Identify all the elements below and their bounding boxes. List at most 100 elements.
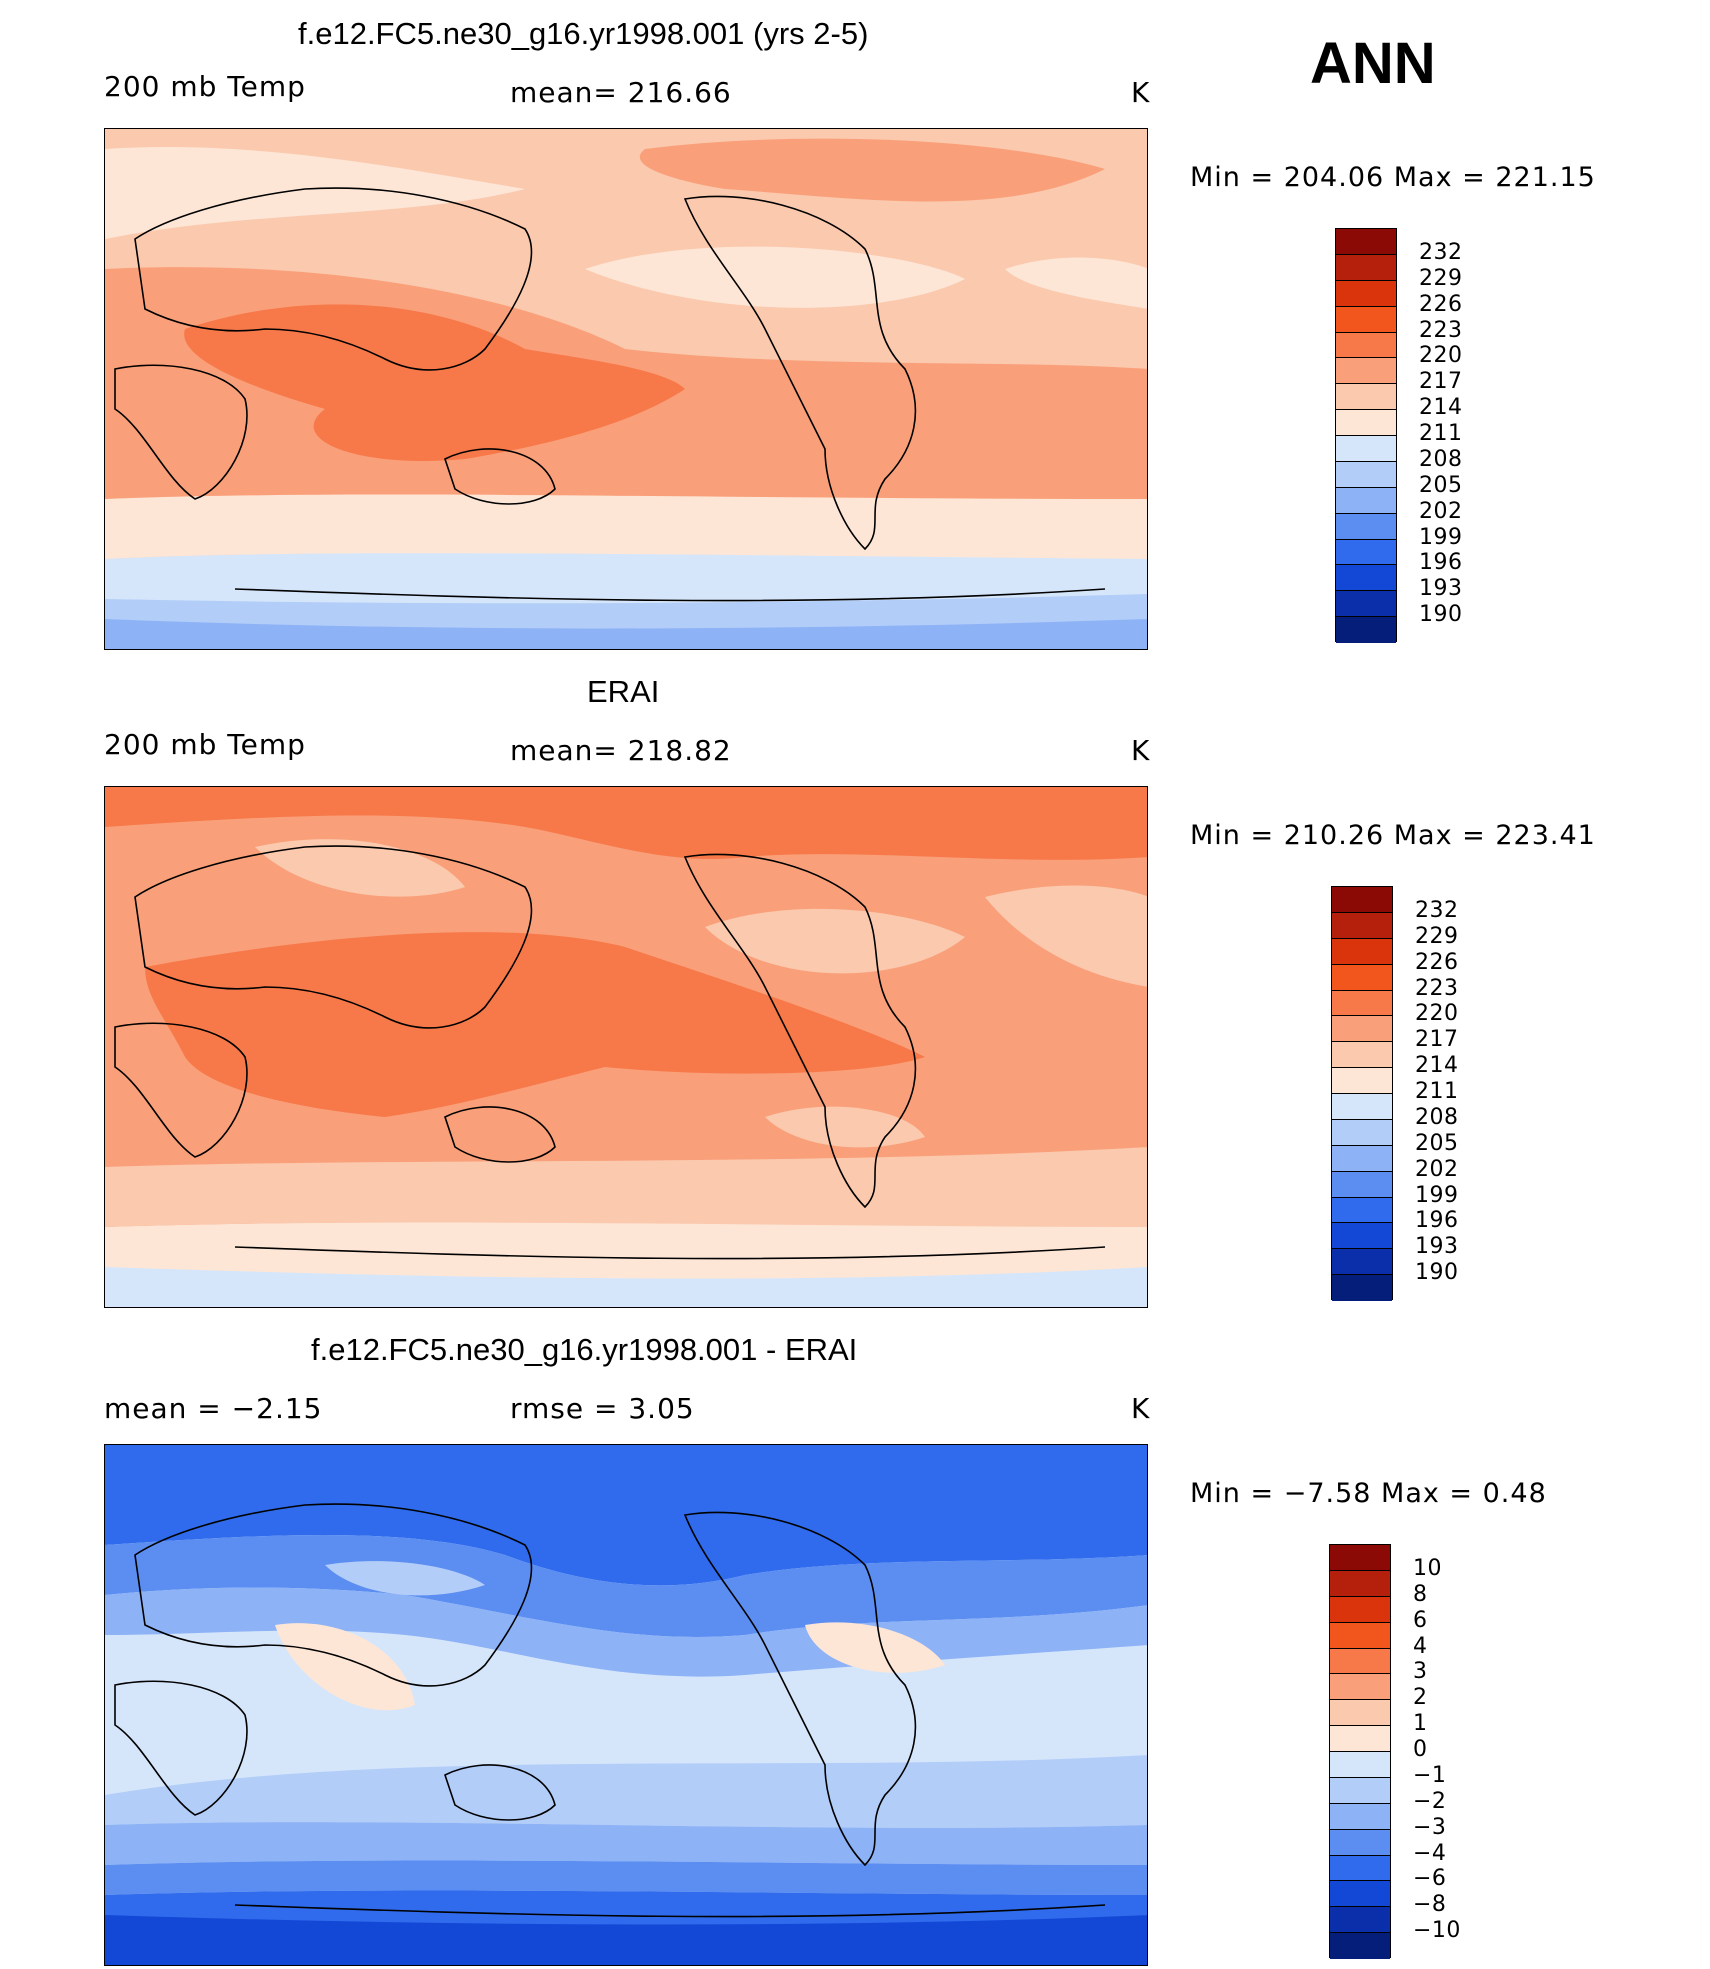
colorbar-tick-label: 214: [1415, 1053, 1459, 1079]
colorbar-tick-label: 202: [1419, 498, 1463, 524]
panel-1-contour-field: [105, 129, 1147, 649]
colorbar-tick-label: −6: [1413, 1866, 1447, 1892]
colorbar-tick-label: 211: [1415, 1079, 1459, 1104]
colorbar-tick-label: 223: [1419, 317, 1463, 343]
colorbar-box: [1332, 990, 1392, 1017]
panel-1-colorbar: [1335, 228, 1397, 643]
colorbar-tick-label: 8: [1413, 1581, 1428, 1607]
colorbar-tick-label: 196: [1415, 1208, 1459, 1234]
colorbar-box: [1332, 938, 1392, 965]
panel-1-title: f.e12.FC5.ne30_g16.yr1998.001 (yrs 2-5): [298, 16, 869, 51]
colorbar-box: [1332, 1223, 1392, 1250]
colorbar-box: [1336, 461, 1396, 488]
colorbar-box: [1330, 1777, 1390, 1804]
colorbar-box: [1330, 1545, 1390, 1571]
colorbar-box: [1336, 436, 1396, 462]
panel-3-map: [104, 1444, 1148, 1966]
colorbar-tick-label: 202: [1415, 1156, 1459, 1182]
colorbar-tick-label: 208: [1415, 1104, 1459, 1130]
colorbar-box: [1330, 1881, 1390, 1908]
colorbar-box: [1330, 1674, 1390, 1701]
colorbar-box: [1330, 1907, 1390, 1934]
colorbar-tick-label: 226: [1415, 949, 1459, 975]
colorbar-tick-label: 205: [1415, 1130, 1459, 1156]
colorbar-box: [1332, 1275, 1392, 1301]
colorbar-tick-label: 229: [1415, 923, 1459, 949]
colorbar-box: [1330, 1855, 1390, 1882]
colorbar-box: [1336, 617, 1396, 643]
colorbar-box: [1332, 964, 1392, 991]
colorbar-box: [1336, 229, 1396, 255]
panel-3-colorbar: [1329, 1544, 1391, 1959]
colorbar-box: [1332, 887, 1392, 913]
colorbar-box: [1332, 1068, 1392, 1094]
panel-3-units: K: [1131, 1392, 1151, 1425]
colorbar-tick-label: 229: [1419, 265, 1463, 291]
colorbar-box: [1336, 513, 1396, 540]
panel-3-rmse-label: rmse = 3.05: [510, 1392, 695, 1425]
panel-2-variable-label: 200 mb Temp: [104, 728, 306, 761]
colorbar-tick-label: 190: [1419, 602, 1463, 628]
colorbar-tick-label: 220: [1419, 343, 1463, 369]
colorbar-box: [1336, 384, 1396, 411]
colorbar-tick-label: 205: [1419, 472, 1463, 498]
colorbar-tick-label: −2: [1413, 1788, 1447, 1814]
colorbar-tick-label: 217: [1415, 1027, 1459, 1053]
colorbar-tick-label: 211: [1419, 421, 1463, 446]
colorbar-tick-label: −3: [1413, 1814, 1447, 1840]
colorbar-box: [1332, 1145, 1392, 1172]
colorbar-box: [1336, 410, 1396, 436]
colorbar-box: [1332, 1016, 1392, 1043]
colorbar-tick-label: 4: [1413, 1633, 1428, 1659]
colorbar-tick-label: −10: [1413, 1918, 1461, 1944]
colorbar-box: [1330, 1648, 1390, 1675]
colorbar-box: [1330, 1752, 1390, 1778]
colorbar-tick-label: 208: [1419, 446, 1463, 472]
colorbar-box: [1330, 1700, 1390, 1727]
colorbar-box: [1336, 280, 1396, 307]
colorbar-box: [1330, 1803, 1390, 1830]
panel-1-units: K: [1131, 76, 1151, 109]
colorbar-box: [1336, 565, 1396, 592]
colorbar-tick-label: 199: [1415, 1182, 1459, 1208]
colorbar-box: [1330, 1622, 1390, 1649]
panel-1-variable-label: 200 mb Temp: [104, 70, 306, 103]
colorbar-box: [1330, 1829, 1390, 1856]
colorbar-tick-label: 2: [1413, 1685, 1428, 1711]
colorbar-tick-label: 226: [1419, 291, 1463, 317]
colorbar-tick-label: 193: [1419, 576, 1463, 602]
colorbar-box: [1336, 487, 1396, 514]
colorbar-box: [1336, 539, 1396, 566]
colorbar-box: [1336, 358, 1396, 385]
colorbar-box: [1332, 1197, 1392, 1224]
panel-2-map: [104, 786, 1148, 1308]
colorbar-tick-label: 217: [1419, 369, 1463, 395]
colorbar-box: [1332, 1042, 1392, 1069]
colorbar-box: [1330, 1596, 1390, 1623]
colorbar-box: [1330, 1726, 1390, 1752]
colorbar-box: [1336, 591, 1396, 618]
colorbar-box: [1332, 1171, 1392, 1198]
panel-2-title: ERAI: [587, 674, 660, 709]
panel-3-mean-label: mean = −2.15: [104, 1392, 323, 1425]
colorbar-tick-label: 223: [1415, 975, 1459, 1001]
colorbar-tick-label: 10: [1413, 1555, 1442, 1581]
colorbar-tick-label: 1: [1413, 1711, 1428, 1737]
colorbar-tick-label: 199: [1419, 524, 1463, 550]
colorbar-box: [1330, 1933, 1390, 1959]
colorbar-box: [1332, 1094, 1392, 1120]
colorbar-tick-label: −1: [1413, 1762, 1447, 1788]
colorbar-tick-label: 220: [1415, 1001, 1459, 1027]
colorbar-tick-label: 193: [1415, 1234, 1459, 1260]
panel-3-title: f.e12.FC5.ne30_g16.yr1998.001 - ERAI: [311, 1332, 858, 1367]
colorbar-tick-label: −4: [1413, 1840, 1447, 1866]
panel-2-mean-label: mean= 218.82: [510, 734, 732, 767]
colorbar-box: [1332, 912, 1392, 939]
panel-1-map: [104, 128, 1148, 650]
colorbar-tick-label: 232: [1415, 897, 1459, 923]
colorbar-tick-label: 3: [1413, 1659, 1428, 1685]
colorbar-box: [1332, 1249, 1392, 1276]
panel-2-colorbar: [1331, 886, 1393, 1301]
colorbar-tick-label: 196: [1419, 550, 1463, 576]
colorbar-box: [1336, 332, 1396, 359]
